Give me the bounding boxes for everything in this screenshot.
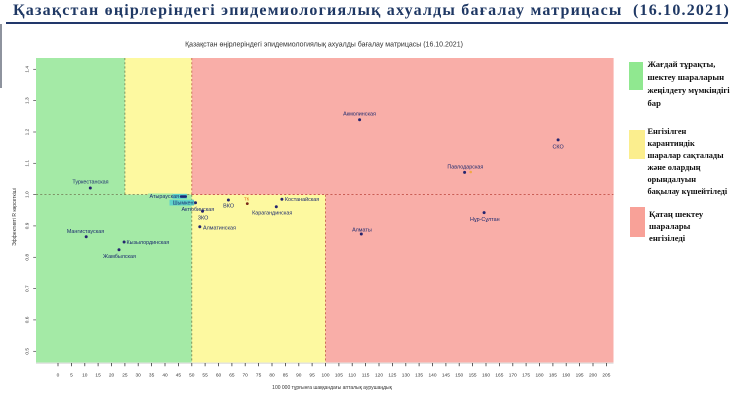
svg-text:130: 130 (402, 373, 410, 379)
svg-text:90: 90 (296, 373, 302, 379)
svg-text:0.7: 0.7 (25, 285, 31, 292)
svg-text:Мангистауская: Мангистауская (67, 229, 104, 235)
svg-text:0.5: 0.5 (25, 348, 31, 355)
svg-text:180: 180 (535, 373, 543, 379)
svg-text:10: 10 (82, 373, 88, 379)
svg-text:0.8: 0.8 (25, 254, 31, 261)
svg-text:25: 25 (122, 373, 128, 379)
svg-text:105: 105 (335, 373, 343, 379)
svg-text:120: 120 (375, 373, 383, 379)
svg-text:0: 0 (57, 373, 60, 379)
svg-text:200: 200 (589, 373, 597, 379)
svg-text:70: 70 (243, 373, 249, 379)
svg-text:195: 195 (576, 373, 584, 379)
svg-text:Актюбинская: Актюбинская (181, 207, 214, 213)
svg-text:15: 15 (95, 373, 101, 379)
svg-text:135: 135 (415, 373, 423, 379)
svg-text:145: 145 (442, 373, 450, 379)
svg-text:185: 185 (549, 373, 557, 379)
svg-text:Кызылординская: Кызылординская (127, 240, 170, 246)
svg-text:110: 110 (348, 373, 356, 379)
svg-text:Алматы: Алматы (352, 227, 372, 233)
svg-text:1.4: 1.4 (25, 66, 31, 73)
svg-text:Алматинская: Алматинская (203, 225, 236, 231)
svg-text:140: 140 (428, 373, 436, 379)
svg-text:СКО: СКО (553, 144, 564, 150)
svg-text:Нұр-Сұлтан: Нұр-Сұлтан (470, 217, 500, 223)
svg-text:ТК: ТК (244, 197, 250, 202)
svg-text:Павлодарская: Павлодарская (447, 164, 483, 170)
svg-text:175: 175 (522, 373, 530, 379)
svg-text:Эффективті R көрсеткіші: Эффективті R көрсеткіші (12, 188, 18, 246)
svg-text:ЗКО: ЗКО (198, 215, 209, 221)
svg-text:20: 20 (109, 373, 115, 379)
svg-text:40: 40 (162, 373, 168, 379)
svg-text:1.2: 1.2 (25, 128, 31, 135)
svg-text:155: 155 (469, 373, 477, 379)
svg-text:60: 60 (216, 373, 222, 379)
svg-text:125: 125 (388, 373, 396, 379)
svg-text:Қазақстан өңірлеріндегі эпидем: Қазақстан өңірлеріндегі эпидемиологиялық… (185, 41, 463, 49)
svg-text:165: 165 (495, 373, 503, 379)
svg-text:1.3: 1.3 (25, 97, 31, 104)
svg-text:1.0: 1.0 (25, 191, 31, 198)
svg-text:35: 35 (149, 373, 155, 379)
svg-text:100: 100 (321, 373, 329, 379)
svg-text:30: 30 (136, 373, 142, 379)
svg-text:5: 5 (70, 373, 73, 379)
svg-text:80: 80 (269, 373, 275, 379)
svg-text:85: 85 (283, 373, 289, 379)
svg-text:Туркестанская: Туркестанская (72, 179, 108, 185)
svg-text:190: 190 (562, 373, 570, 379)
svg-text:115: 115 (362, 373, 370, 379)
svg-text:55: 55 (202, 373, 208, 379)
svg-text:50: 50 (189, 373, 195, 379)
svg-text:1.1: 1.1 (25, 160, 31, 167)
svg-text:205: 205 (602, 373, 610, 379)
svg-text:95: 95 (309, 373, 315, 379)
svg-text:Костанайская: Костанайская (285, 196, 319, 203)
svg-text:75: 75 (256, 373, 262, 379)
svg-text:Акмолинская: Акмолинская (343, 111, 376, 117)
svg-text:150: 150 (455, 373, 463, 379)
svg-text:Атырауская: Атырауская (150, 194, 180, 200)
svg-text:ВКО: ВКО (223, 204, 234, 210)
svg-text:0.9: 0.9 (25, 222, 31, 229)
svg-text:170: 170 (509, 373, 517, 379)
svg-text:65: 65 (229, 373, 235, 379)
svg-text:100 000 тұрғынға шаққандағы ап: 100 000 тұрғынға шаққандағы апталық ауру… (272, 385, 392, 391)
svg-text:160: 160 (482, 373, 490, 379)
svg-text:Карагандинская: Карагандинская (252, 211, 292, 217)
svg-text:Жамбылская: Жамбылская (103, 254, 136, 260)
svg-text:Шымкент: Шымкент (173, 201, 197, 207)
svg-text:0.6: 0.6 (25, 316, 31, 323)
svg-text:45: 45 (176, 373, 182, 379)
